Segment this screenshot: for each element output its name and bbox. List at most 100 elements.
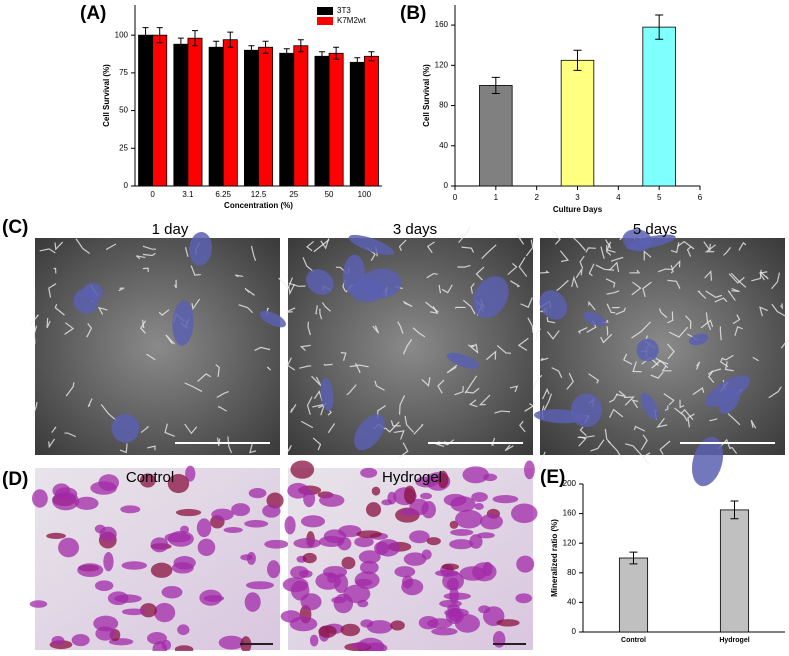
bar — [244, 50, 258, 186]
stained-cell — [103, 552, 113, 571]
x-tick-label: 4 — [616, 193, 621, 202]
x-tick-label: Control — [621, 637, 646, 644]
panel-label: (A) — [80, 3, 106, 24]
stained-cell — [114, 594, 142, 602]
stained-cell — [420, 493, 432, 499]
stained-cell — [404, 486, 416, 504]
stained-cell — [52, 492, 79, 510]
stained-cell — [168, 531, 194, 547]
stained-cell — [211, 509, 233, 521]
bar — [139, 35, 153, 186]
x-tick-label: 50 — [325, 190, 334, 199]
bar — [720, 510, 748, 632]
stained-cell — [471, 492, 488, 502]
bar — [280, 53, 294, 186]
panel-label: (E) — [540, 467, 565, 488]
stained-cell — [151, 563, 173, 578]
stained-cell — [219, 636, 244, 650]
stained-cell — [32, 489, 48, 508]
x-tick-label: 3 — [575, 193, 580, 202]
stained-cell — [120, 505, 140, 513]
stained-cell — [360, 561, 379, 575]
stained-cell — [244, 520, 268, 528]
stained-cell — [341, 624, 360, 636]
image-panels — [30, 227, 789, 651]
x-tick-label: 100 — [358, 190, 372, 199]
stained-cell — [290, 566, 308, 579]
bar — [350, 62, 364, 186]
stained-cell — [478, 605, 490, 613]
stained-cell — [224, 527, 243, 533]
y-tick-label: 120 — [563, 538, 577, 547]
x-tick-label: 0 — [150, 190, 155, 199]
stained-cell — [352, 642, 370, 650]
stained-cell — [290, 460, 314, 478]
legend-swatch — [317, 7, 333, 15]
stained-cell — [511, 504, 538, 524]
stained-cell — [122, 608, 146, 615]
stained-cell — [51, 636, 64, 645]
panel-label: (D) — [2, 469, 28, 490]
stained-cell — [474, 503, 483, 510]
bar — [153, 35, 167, 186]
x-tick-label: 3.1 — [182, 190, 194, 199]
stained-cell — [303, 553, 317, 563]
bar — [480, 85, 513, 186]
panel-label: (C) — [2, 217, 28, 238]
stained-cell — [450, 529, 473, 536]
stained-cell — [122, 561, 147, 569]
y-tick-label: 75 — [119, 68, 128, 77]
stained-cell — [516, 556, 534, 573]
x-axis-label: Concentration (%) — [224, 201, 293, 210]
stained-cell — [496, 619, 519, 626]
stained-cell — [515, 593, 532, 603]
x-tick-label: 0 — [453, 193, 458, 202]
sem-image — [35, 238, 280, 455]
stained-cell — [357, 600, 368, 607]
stained-cell — [376, 539, 400, 556]
bar — [561, 60, 594, 186]
y-tick-label: 0 — [572, 627, 577, 636]
stained-cell — [381, 499, 392, 505]
stained-cell — [402, 575, 413, 588]
x-tick-label: 6.25 — [215, 190, 231, 199]
bar — [315, 56, 329, 186]
stained-cell — [147, 632, 167, 645]
stained-cell — [262, 504, 280, 517]
bar — [619, 558, 647, 632]
stained-cell — [318, 625, 336, 637]
stained-cell — [293, 538, 320, 548]
x-tick-label: Hydrogel — [719, 637, 749, 644]
y-tick-label: 120 — [435, 60, 449, 69]
stained-cell — [372, 487, 380, 496]
stained-cell — [162, 586, 183, 598]
stained-cell — [77, 563, 103, 577]
stained-cell — [267, 560, 280, 578]
legend-label: K7M2wt — [337, 16, 367, 25]
bar — [643, 27, 676, 186]
x-tick-label: 5 — [657, 193, 662, 202]
stained-cell — [300, 593, 321, 610]
y-tick-label: 80 — [567, 568, 576, 577]
stained-cell — [360, 468, 377, 478]
stained-cell — [290, 617, 318, 632]
stained-cell — [46, 533, 66, 539]
stained-cell — [30, 600, 48, 608]
x-tick-label: 6 — [698, 193, 703, 202]
stained-cell — [390, 620, 405, 630]
stained-cell — [480, 514, 503, 530]
stained-cell — [197, 518, 211, 537]
image-caption: 3 days — [393, 221, 437, 238]
stained-cell — [231, 503, 250, 516]
y-axis-label: Cell Survival (%) — [102, 64, 111, 127]
stained-cell — [154, 603, 175, 622]
stained-cell — [360, 619, 373, 627]
stained-cell — [409, 530, 430, 543]
stained-cell — [151, 537, 169, 552]
stained-cell — [176, 509, 201, 516]
bar — [209, 47, 223, 186]
stained-cell — [315, 573, 341, 590]
stained-cell — [98, 474, 119, 491]
stained-cell — [174, 556, 196, 570]
stained-cell — [493, 495, 519, 503]
